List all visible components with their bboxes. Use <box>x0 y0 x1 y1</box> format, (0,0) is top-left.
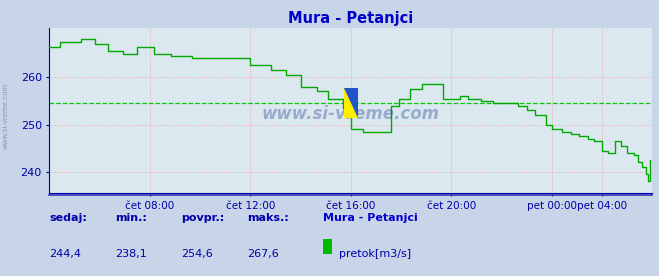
Text: 267,6: 267,6 <box>247 249 279 259</box>
Text: sedaj:: sedaj: <box>49 213 87 223</box>
Text: 238,1: 238,1 <box>115 249 147 259</box>
Text: maks.:: maks.: <box>247 213 289 223</box>
Text: www.si-vreme.com: www.si-vreme.com <box>262 105 440 123</box>
Text: Mura - Petanjci: Mura - Petanjci <box>323 213 418 223</box>
Text: 244,4: 244,4 <box>49 249 82 259</box>
Bar <box>344 88 358 118</box>
Text: pretok[m3/s]: pretok[m3/s] <box>339 249 411 259</box>
Title: Mura - Petanjci: Mura - Petanjci <box>288 11 414 26</box>
Text: www.si-vreme.com: www.si-vreme.com <box>2 83 9 149</box>
Polygon shape <box>344 88 358 118</box>
Text: min.:: min.: <box>115 213 147 223</box>
Text: povpr.:: povpr.: <box>181 213 225 223</box>
Text: 254,6: 254,6 <box>181 249 213 259</box>
